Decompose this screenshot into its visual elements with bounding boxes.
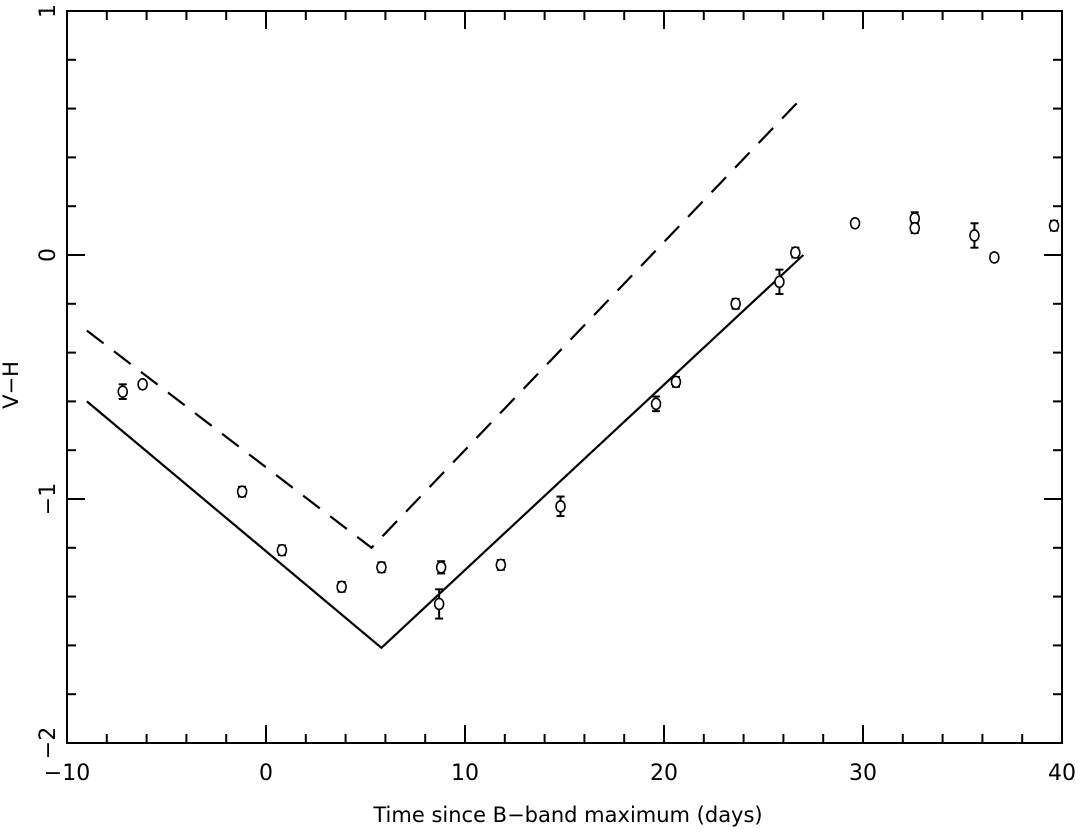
x-axis-title: Time since B−band maximum (days)	[372, 803, 762, 827]
point-marker	[989, 251, 1000, 264]
data-point	[433, 588, 445, 620]
point-marker	[909, 221, 921, 235]
data-point	[790, 246, 801, 259]
dashed-model-line	[86, 95, 805, 550]
point-marker	[1048, 219, 1060, 233]
point-marker	[790, 246, 801, 259]
data-point	[276, 543, 288, 557]
y-axis-title: V−H	[0, 361, 23, 409]
data-point	[989, 251, 1000, 264]
y-tick-label: 1	[36, 4, 61, 18]
point-marker	[376, 561, 387, 574]
data-point	[495, 558, 507, 572]
data-point	[137, 378, 148, 391]
data-point	[376, 561, 387, 574]
point-marker	[236, 485, 248, 498]
data-point	[969, 222, 980, 249]
y-tick-label: 0	[36, 248, 61, 262]
point-marker	[495, 558, 507, 572]
data-points	[117, 211, 1060, 620]
point-marker	[670, 375, 682, 389]
x-tick-label: −10	[44, 761, 90, 786]
y-tick-label: −1	[36, 483, 61, 515]
data-point	[435, 560, 447, 575]
point-marker	[276, 543, 288, 557]
point-marker	[650, 397, 662, 411]
x-tick-label: 40	[1048, 761, 1076, 786]
data-point	[555, 495, 566, 518]
data-point	[117, 383, 129, 400]
x-tick-label: 30	[849, 761, 877, 786]
point-marker	[336, 580, 347, 594]
solid-model-line	[86, 254, 805, 650]
point-marker	[849, 216, 861, 230]
point-marker	[435, 561, 447, 574]
data-point	[236, 485, 248, 498]
data-point	[336, 580, 347, 594]
data-point	[774, 268, 785, 296]
plot-frame	[66, 10, 1063, 744]
x-tick-label: 0	[259, 761, 273, 786]
model-lines	[86, 95, 805, 650]
point-marker	[117, 385, 129, 398]
data-point	[650, 395, 662, 413]
point-marker	[555, 500, 566, 513]
axis-ticks	[66, 10, 1063, 744]
point-marker	[774, 275, 785, 289]
point-marker	[969, 229, 980, 242]
point-marker	[433, 597, 445, 611]
data-point	[1048, 219, 1060, 233]
data-point	[849, 216, 861, 230]
data-point	[909, 221, 921, 235]
y-tick-label: −2	[36, 727, 61, 759]
point-marker	[137, 378, 148, 391]
data-point	[670, 375, 682, 389]
x-tick-label: 20	[650, 761, 678, 786]
x-tick-label: 10	[451, 761, 479, 786]
point-marker	[730, 297, 741, 311]
data-point	[730, 297, 741, 311]
